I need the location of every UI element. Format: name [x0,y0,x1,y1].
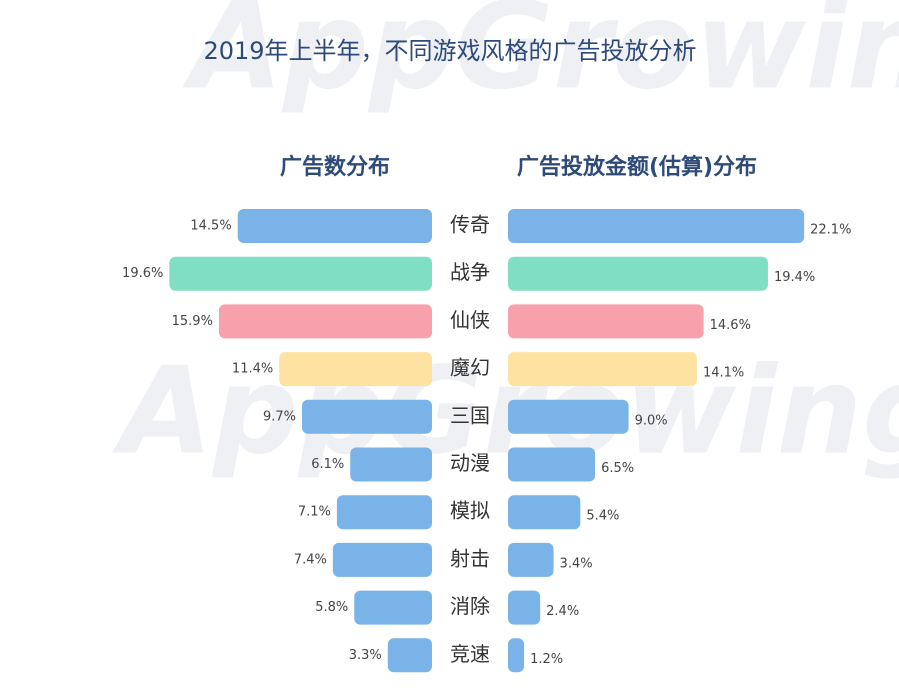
bar [508,352,697,387]
bar [218,304,432,339]
category-label: 魔幻 [450,356,490,380]
value-label: 6.5% [601,461,634,476]
legend-label: 广告数分布 [280,154,390,180]
watermark: AppGrowing [182,0,899,117]
value-label: 3.4% [560,556,593,571]
bar [336,495,432,530]
value-label: 15.9% [172,314,213,329]
category-label: 射击 [450,546,490,570]
value-label: 14.1% [703,366,744,381]
chart-title: 2019年上半年，不同游戏风格的广告投放分析 [203,37,696,65]
category-label: 战争 [450,260,490,284]
bar [350,447,432,482]
category-label: 传奇 [450,213,490,237]
value-label: 7.1% [298,505,331,520]
bar [237,209,432,243]
value-label: 9.0% [635,413,668,428]
bar [508,495,581,530]
bar [302,399,432,434]
bar [354,590,432,625]
value-label: 14.6% [710,318,751,333]
legend-label: 广告投放金额(估算)分布 [517,154,757,180]
value-label: 3.3% [349,648,382,663]
category-label: 动漫 [450,451,490,475]
bar [332,542,432,577]
bar [508,209,805,243]
bar [508,447,596,482]
value-label: 1.2% [530,652,563,667]
category-label: 竞速 [450,642,490,666]
value-label: 14.5% [190,219,231,234]
value-label: 5.8% [315,600,348,615]
bar [508,304,704,339]
bar [508,638,525,673]
bar [508,256,768,291]
bar [169,256,433,291]
category-label: 模拟 [450,499,490,523]
value-label: 2.4% [546,604,579,619]
bar [508,399,629,434]
bar [508,590,541,625]
category-label: 消除 [450,594,490,618]
value-label: 19.6% [122,266,163,281]
value-label: 19.4% [774,270,815,285]
value-label: 5.4% [586,509,619,524]
value-label: 22.1% [810,223,851,238]
watermark: AppGrowing [112,343,899,482]
bar [387,638,432,673]
category-label: 仙侠 [450,308,490,332]
value-label: 11.4% [232,362,273,377]
value-label: 6.1% [311,457,344,472]
value-label: 7.4% [294,552,327,567]
bar [279,352,432,387]
value-label: 9.7% [263,409,296,424]
bar [508,542,554,577]
category-label: 三国 [450,403,490,427]
